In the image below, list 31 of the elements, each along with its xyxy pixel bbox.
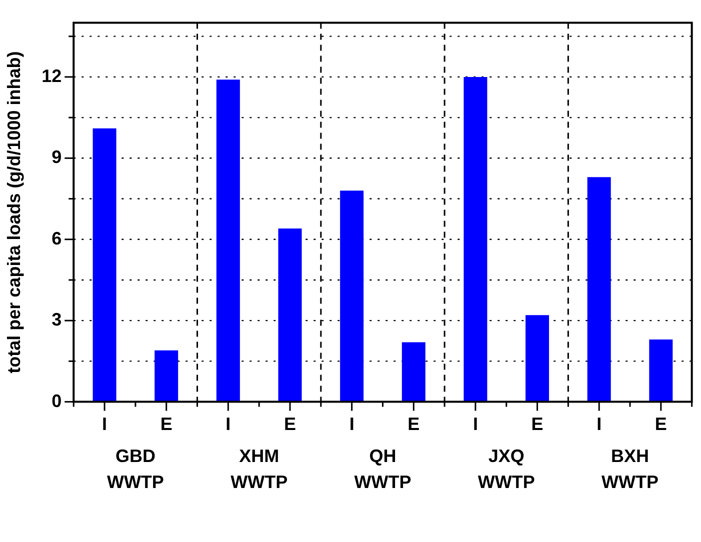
x-tick-label: QH WWTP [354, 446, 412, 492]
text: I [226, 414, 231, 434]
bar [216, 80, 240, 402]
bar [154, 350, 178, 402]
text: E [654, 414, 667, 434]
x-tick-label: JXQ WWTP [478, 446, 535, 492]
x-tick-label: XHM WWTP [230, 446, 288, 492]
y-axis-title: total per capita loads (g/d/1000 inhab) [4, 51, 24, 374]
y-tick-label: 3 [52, 310, 62, 330]
bar [464, 76, 488, 402]
text: E [531, 414, 544, 434]
text: E [408, 414, 420, 434]
bar [340, 190, 364, 402]
text: I [349, 414, 354, 434]
y-tick-label: 6 [52, 228, 62, 248]
bar [587, 177, 611, 402]
bar [278, 228, 302, 402]
y-tick-label: 9 [52, 147, 62, 168]
text: I [472, 414, 478, 434]
bar [649, 340, 673, 402]
bar [526, 315, 550, 402]
x-tick-label: GBD WWTP [106, 446, 164, 492]
text: I [596, 414, 602, 434]
x-tick-label: BXH WWTP [602, 446, 658, 492]
text: E [284, 414, 296, 434]
bar [92, 128, 116, 402]
series-label: I [102, 414, 108, 434]
y-tick-label: 12 [42, 66, 62, 86]
bar [402, 342, 426, 402]
series-label: E [160, 414, 172, 434]
y-tick-label: 0 [52, 390, 62, 411]
